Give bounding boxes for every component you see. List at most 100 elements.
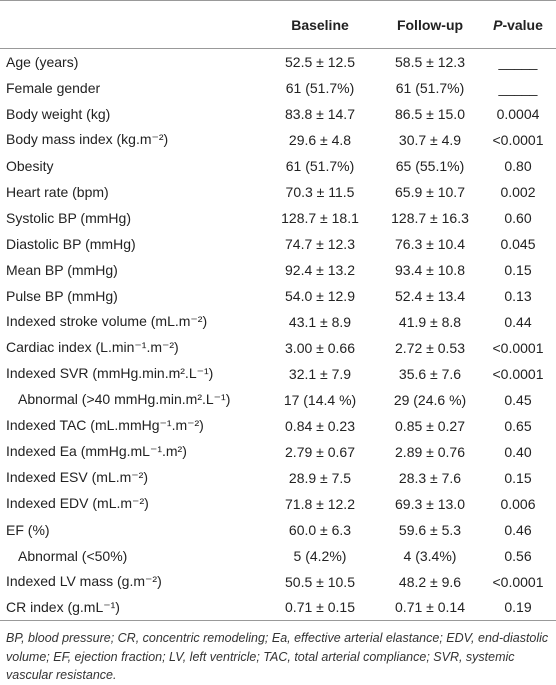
cell: 2.72 ± 0.53 [395, 339, 465, 356]
table-row: Indexed ESV (mL.m⁻²) 28.9 ± 7.5 28.3 ± 7.6… [0, 465, 556, 491]
cell: 61 (51.7%) [285, 79, 355, 96]
table-row: Diastolic BP (mmHg) 74.7 ± 12.3 76.3 ± 10.… [0, 231, 556, 257]
cell: 5 (4.2%) [293, 547, 347, 564]
row-label: Indexed SVR (mmHg.min.m².L⁻¹) [6, 365, 214, 381]
table-row: Abnormal (<50%) 5 (4.2%) 4 (3.4%) 0.56 [0, 543, 556, 569]
table-row: Obesity 61 (51.7%) 65 (55.1%) 0.80 [0, 153, 556, 179]
row-label: Mean BP (mmHg) [6, 261, 118, 278]
cell: 93.4 ± 10.8 [395, 261, 465, 278]
cell: 2.79 ± 0.67 [285, 443, 355, 460]
table-row: EF (%) 60.0 ± 6.3 59.6 ± 5.3 0.46 [0, 517, 556, 543]
row-label: Indexed ESV (mL.m⁻²) [6, 469, 148, 485]
table-row: Body mass index (kg.m⁻²) 29.6 ± 4.8 30.7 ±… [0, 127, 556, 153]
cell: 29.6 ± 4.8 [288, 131, 352, 148]
row-label: CR index (g.mL⁻¹) [6, 598, 120, 615]
cell: 128.7 ± 16.3 [391, 209, 469, 226]
cell: 54.0 ± 12.9 [285, 287, 355, 304]
cell: 92.4 ± 13.2 [285, 261, 355, 278]
cell: 128.7 ± 18.1 [281, 209, 359, 226]
cell: 0.45 [504, 391, 532, 408]
cell: 0.84 ± 0.23 [285, 417, 355, 434]
cell: 0.46 [504, 521, 532, 538]
column-header [0, 1, 260, 49]
cell: 35.6 ± 7.6 [398, 365, 462, 382]
cell: 29 (24.6 %) [393, 391, 467, 408]
row-label: Indexed Ea (mmHg.mL⁻¹.m²) [6, 443, 187, 459]
row-label: Female gender [6, 79, 101, 96]
cell: 0.44 [504, 313, 532, 330]
cell: 0.85 ± 0.27 [395, 417, 465, 434]
cell: 0.15 [504, 469, 532, 486]
table-row: Age (years) 52.5 ± 12.5 58.5 ± 12.3 _____ [0, 49, 556, 75]
column-header: Baseline [291, 16, 349, 33]
cell: 69.3 ± 13.0 [395, 495, 465, 512]
cell: 0.006 [500, 495, 536, 512]
cell: 74.7 ± 12.3 [285, 235, 355, 252]
cell: 17 (14.4 %) [283, 391, 357, 408]
header-row: Baseline Follow-up P-value [0, 0, 556, 49]
cell: 4 (3.4%) [403, 547, 457, 564]
cell: 30.7 ± 4.9 [398, 131, 462, 148]
row-label: Diastolic BP (mmHg) [6, 235, 136, 252]
column-header: P-value [493, 16, 543, 33]
cell: 52.4 ± 13.4 [395, 287, 465, 304]
cell: 0.71 ± 0.14 [395, 599, 465, 616]
cell: 0.002 [500, 183, 536, 200]
row-label: Body mass index (kg.m⁻²) [6, 131, 169, 147]
row-label: Indexed stroke volume (mL.m⁻²) [6, 313, 208, 329]
cell: 50.5 ± 10.5 [285, 573, 355, 590]
cell: 65.9 ± 10.7 [395, 183, 465, 200]
cell: 76.3 ± 10.4 [395, 235, 465, 252]
row-label: Abnormal (<50%) [18, 547, 128, 564]
table-row: Indexed EDV (mL.m⁻²) 71.8 ± 12.2 69.3 ± 13… [0, 491, 556, 517]
row-label: Body weight (kg) [6, 105, 111, 122]
cell: 28.3 ± 7.6 [398, 469, 462, 486]
cell: 0.13 [504, 287, 532, 304]
cell: 60.0 ± 6.3 [288, 521, 352, 538]
cell: 86.5 ± 15.0 [395, 105, 465, 122]
table-row: Indexed TAC (mL.mmHg⁻¹.m⁻²) 0.84 ± 0.23 0.… [0, 413, 556, 439]
cell: 0.0004 [496, 105, 540, 122]
table-row: Heart rate (bpm) 70.3 ± 11.5 65.9 ± 10.7 0.… [0, 179, 556, 205]
table-row: Indexed SVR (mmHg.min.m².L⁻¹) 32.1 ± 7.9 3… [0, 361, 556, 387]
cell: 28.9 ± 7.5 [288, 469, 352, 486]
cell: 71.8 ± 12.2 [285, 495, 355, 512]
cell: 61 (51.7%) [395, 79, 465, 96]
table-row: Female gender 61 (51.7%) 61 (51.7%) _____ [0, 75, 556, 101]
table-row: Mean BP (mmHg) 92.4 ± 13.2 93.4 ± 10.8 0.15 [0, 257, 556, 283]
cell: 0.56 [504, 547, 532, 564]
cell: _____ [498, 53, 538, 70]
row-label: Obesity [6, 157, 54, 174]
table-row: Indexed LV mass (g.m⁻²) 50.5 ± 10.5 48.2 ±… [0, 569, 556, 595]
row-label: Pulse BP (mmHg) [6, 287, 118, 304]
cell: 0.71 ± 0.15 [285, 599, 355, 616]
cell: 52.5 ± 12.5 [285, 53, 355, 70]
row-label: Heart rate (bpm) [6, 183, 109, 200]
table-row: Indexed Ea (mmHg.mL⁻¹.m²) 2.79 ± 0.67 2.89… [0, 439, 556, 465]
cell: 58.5 ± 12.3 [395, 53, 465, 70]
cell: 41.9 ± 8.8 [398, 313, 462, 330]
row-label: Age (years) [6, 53, 79, 70]
column-header: Follow-up [396, 16, 464, 33]
row-label: Cardiac index (L.min⁻¹.m⁻²) [6, 339, 179, 355]
cell: 0.80 [504, 157, 532, 174]
row-label: Abnormal (>40 mmHg.min.m².L⁻¹) [18, 391, 231, 407]
row-label: Systolic BP (mmHg) [6, 209, 131, 226]
table-row: CR index (g.mL⁻¹) 0.71 ± 0.15 0.71 ± 0.14 0… [0, 595, 556, 621]
cell: 0.045 [500, 235, 536, 252]
cell: <0.0001 [492, 131, 544, 148]
cell: 61 (51.7%) [285, 157, 355, 174]
cell: 43.1 ± 8.9 [288, 313, 352, 330]
cell: 70.3 ± 11.5 [285, 183, 355, 200]
footnote: BP, blood pressure; CR, concentric remod… [6, 631, 549, 682]
cell: 0.19 [504, 599, 532, 616]
cell: <0.0001 [492, 573, 544, 590]
cell: 0.65 [504, 417, 532, 434]
table-row: Cardiac index (L.min⁻¹.m⁻²) 3.00 ± 0.66 2.… [0, 335, 556, 361]
table-row: Abnormal (>40 mmHg.min.m².L⁻¹) 17 (14.4 %… [0, 387, 556, 413]
cell: _____ [498, 79, 538, 96]
row-label: Indexed LV mass (g.m⁻²) [6, 573, 162, 589]
cell: 3.00 ± 0.66 [285, 339, 355, 356]
cell: 0.60 [504, 209, 532, 226]
